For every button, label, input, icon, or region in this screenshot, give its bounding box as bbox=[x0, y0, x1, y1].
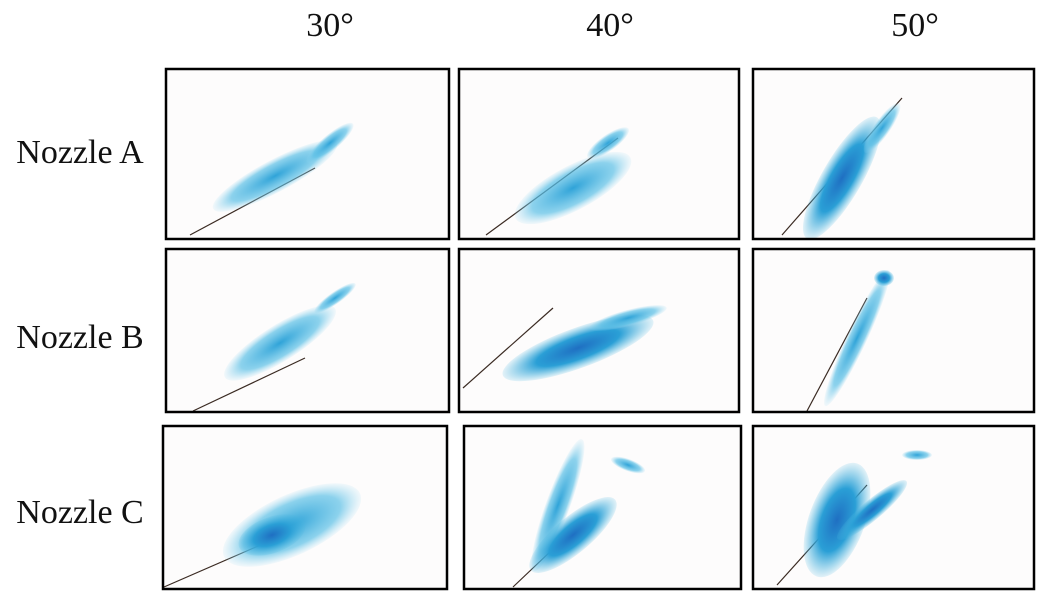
spray-photo bbox=[462, 424, 743, 591]
spray-pattern bbox=[802, 116, 882, 240]
spray-pattern bbox=[589, 305, 667, 331]
spray-pattern bbox=[610, 456, 646, 474]
guide-line bbox=[462, 307, 554, 389]
spray-pattern bbox=[874, 270, 894, 286]
spray-pattern bbox=[502, 314, 654, 382]
spray-pattern bbox=[314, 282, 356, 314]
photo-border bbox=[161, 424, 449, 591]
spray-pattern bbox=[824, 269, 890, 407]
photo-border bbox=[164, 247, 451, 414]
spray-photo bbox=[164, 247, 451, 414]
spray-pattern bbox=[306, 122, 354, 164]
spray-photo bbox=[751, 247, 1036, 414]
row-label: Nozzle C bbox=[16, 494, 143, 531]
spray-pattern bbox=[902, 450, 932, 460]
spray-photo bbox=[161, 424, 449, 591]
spray-pattern bbox=[514, 151, 632, 225]
photo-border bbox=[751, 247, 1036, 414]
photo-border bbox=[751, 67, 1036, 241]
spray-photo bbox=[457, 67, 741, 241]
photo-background bbox=[752, 425, 1035, 590]
spray-pattern bbox=[587, 127, 629, 159]
spray-photo bbox=[164, 67, 451, 241]
photo-border bbox=[457, 67, 741, 241]
spray-pattern bbox=[836, 480, 908, 540]
spray-photo bbox=[751, 67, 1036, 241]
column-header: 40° bbox=[586, 7, 634, 44]
spray-pattern bbox=[529, 497, 617, 573]
photo-border bbox=[457, 247, 741, 414]
column-header: 30° bbox=[306, 7, 354, 44]
photo-border bbox=[164, 67, 451, 241]
spray-pattern bbox=[212, 140, 338, 212]
row-label: Nozzle B bbox=[16, 319, 143, 356]
spray-pattern bbox=[238, 514, 306, 556]
column-header: 50° bbox=[891, 7, 939, 44]
guide-line bbox=[192, 357, 306, 412]
spray-pattern bbox=[224, 305, 336, 381]
photo-background bbox=[752, 248, 1035, 413]
photo-background bbox=[752, 68, 1035, 240]
spray-pattern bbox=[863, 103, 901, 153]
photo-border bbox=[751, 424, 1036, 591]
spray-pattern bbox=[803, 462, 871, 578]
row-label: Nozzle A bbox=[16, 134, 144, 171]
spray-photo bbox=[457, 247, 741, 414]
spray-photo bbox=[751, 424, 1036, 591]
photo-border bbox=[462, 424, 743, 591]
